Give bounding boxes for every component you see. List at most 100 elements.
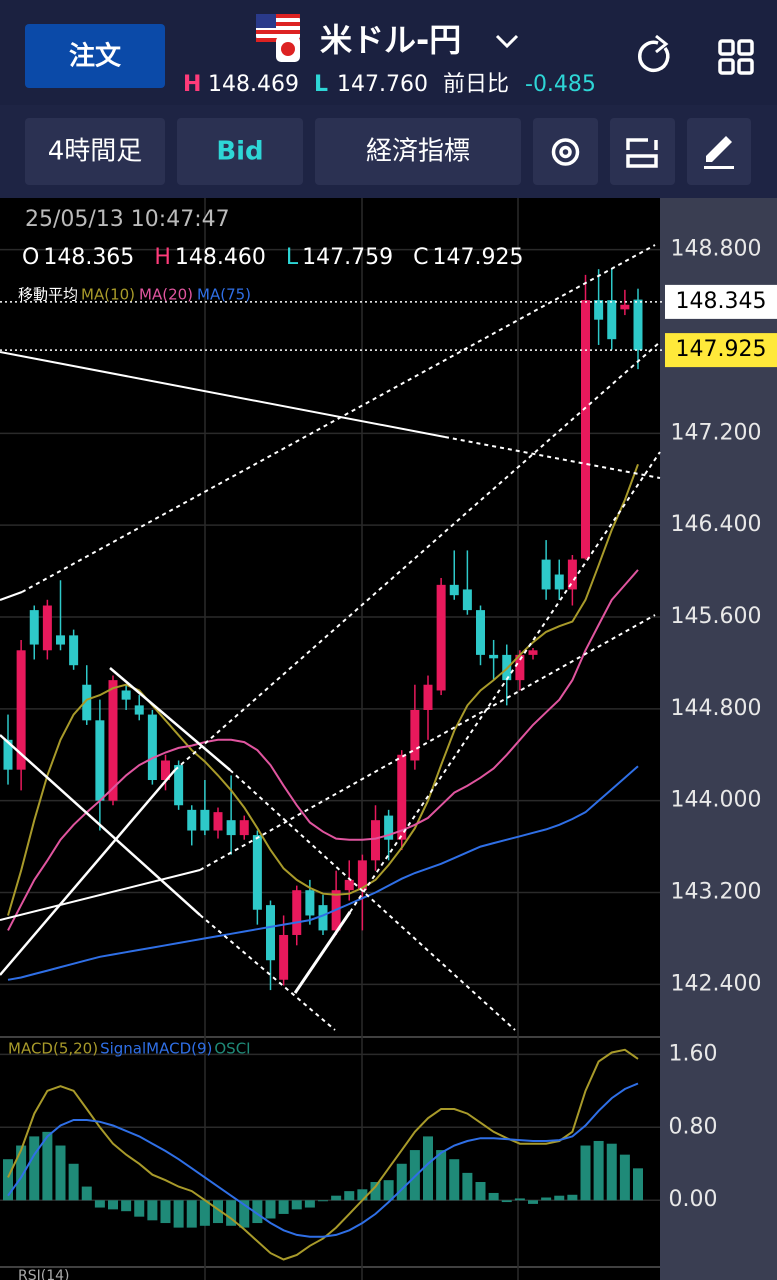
y-tick-label: 148.800 [671, 237, 762, 262]
candle-body [436, 584, 446, 691]
candle-body [82, 684, 92, 721]
ohlc-label: C [413, 245, 428, 270]
candle-body [95, 720, 105, 801]
refresh-icon[interactable] [638, 34, 670, 73]
candle-body [449, 584, 459, 596]
price-type-button[interactable] [177, 118, 303, 185]
osci-bar [475, 1182, 486, 1201]
osci-bar [501, 1200, 512, 1203]
osci-bar [462, 1172, 473, 1201]
low-value: 147.760 [337, 72, 428, 97]
candle-body [318, 905, 328, 931]
candle-body [108, 680, 118, 801]
y-tick-label: 0.80 [669, 1114, 718, 1139]
settings-button[interactable] [533, 118, 598, 185]
candle-body [213, 812, 223, 831]
settings-icon[interactable] [551, 138, 580, 166]
osci-bar [291, 1200, 302, 1210]
osci-bar [619, 1154, 630, 1201]
candle-body [541, 559, 551, 590]
y-tick-label: 147.200 [671, 420, 762, 445]
candle-body [3, 739, 13, 770]
candle-body [528, 650, 538, 655]
layout-button[interactable] [610, 118, 675, 185]
candle-body [239, 820, 249, 836]
candle-body [134, 705, 144, 715]
candle-body [147, 714, 157, 781]
pencil-icon[interactable] [704, 136, 734, 169]
osci-bar [213, 1200, 223, 1224]
candle-body [344, 879, 354, 891]
ohlc-value: 147.925 [432, 245, 523, 270]
candle-body [423, 684, 433, 710]
osci-bar [94, 1200, 105, 1208]
timeframe-button[interactable] [25, 118, 165, 185]
osci-bar [567, 1194, 578, 1201]
osci-bar [514, 1198, 525, 1201]
high-value: 148.469 [208, 72, 299, 97]
candle-body [226, 820, 236, 836]
pair-chevron[interactable] [495, 34, 519, 49]
trend-lines [0, 244, 661, 1031]
macd-line [7, 1048, 639, 1261]
osci-bar [278, 1200, 289, 1214]
osci-bar [528, 1200, 538, 1204]
candle-body [69, 635, 79, 666]
price-label: 148.345 [676, 289, 767, 314]
indicators-label[interactable]: 経済指標 [366, 137, 470, 167]
candle-body [279, 934, 289, 980]
price-label: 147.925 [676, 337, 767, 362]
osci-bar [449, 1159, 460, 1201]
osci-bar [134, 1200, 145, 1217]
osci-bar [423, 1136, 433, 1201]
moving-average-line [7, 569, 639, 931]
osci-bar [147, 1200, 158, 1221]
high-label: H [183, 72, 201, 97]
osci-bar [121, 1200, 132, 1212]
change-value: -0.485 [525, 72, 596, 97]
candle-body [554, 574, 564, 590]
osci-bar [606, 1143, 617, 1201]
candle-body [567, 559, 577, 590]
osci-bar [383, 1180, 394, 1201]
candle-body [594, 300, 604, 320]
order-button[interactable] [25, 24, 165, 88]
timeframe-label[interactable]: 4時間足 [48, 137, 143, 167]
macd-line [7, 1082, 639, 1238]
moving-average-line [7, 463, 639, 916]
indicators-button[interactable] [315, 118, 521, 185]
menu-grid-icon[interactable] [718, 39, 754, 75]
y-tick-label: 143.200 [671, 880, 762, 905]
y-tick-label: 1.60 [669, 1041, 718, 1066]
osci-bar [304, 1200, 315, 1208]
layout-icon[interactable] [626, 138, 658, 168]
osci-bar [160, 1200, 171, 1224]
candle-body [16, 650, 26, 770]
candle-body [121, 690, 131, 700]
osci-bar [29, 1136, 40, 1201]
osci-bar [541, 1197, 552, 1201]
osci-bar [593, 1140, 604, 1201]
candle-body [292, 890, 302, 935]
osci-bar [488, 1192, 499, 1201]
price-type-label[interactable]: Bid [216, 137, 263, 167]
osci-bar [252, 1200, 263, 1224]
candle-body [200, 809, 210, 831]
candle-body [161, 760, 170, 781]
ohlc-label: H [154, 245, 171, 270]
pair-title[interactable]: 米ドル-円 [320, 21, 461, 59]
legend-entry: MA(20) [139, 286, 193, 304]
osci-bar [357, 1189, 368, 1201]
flag-icon [256, 14, 300, 62]
legend-entry: MA(10) [81, 286, 135, 304]
overlay: 148.800 147.200 146.400 145.600 144.800 144.0… [0, 237, 777, 1212]
legend-entry: OSCI [214, 1040, 250, 1058]
ma-legend-title: 移動平均 [18, 286, 78, 304]
order-label[interactable]: 注文 [69, 41, 122, 72]
osci-bar [55, 1145, 66, 1201]
moving-average-line [7, 765, 639, 981]
osci-bar [226, 1200, 237, 1226]
y-tick-label: 144.000 [671, 788, 762, 813]
osci-bar [3, 1159, 13, 1201]
candle-body [174, 765, 184, 806]
